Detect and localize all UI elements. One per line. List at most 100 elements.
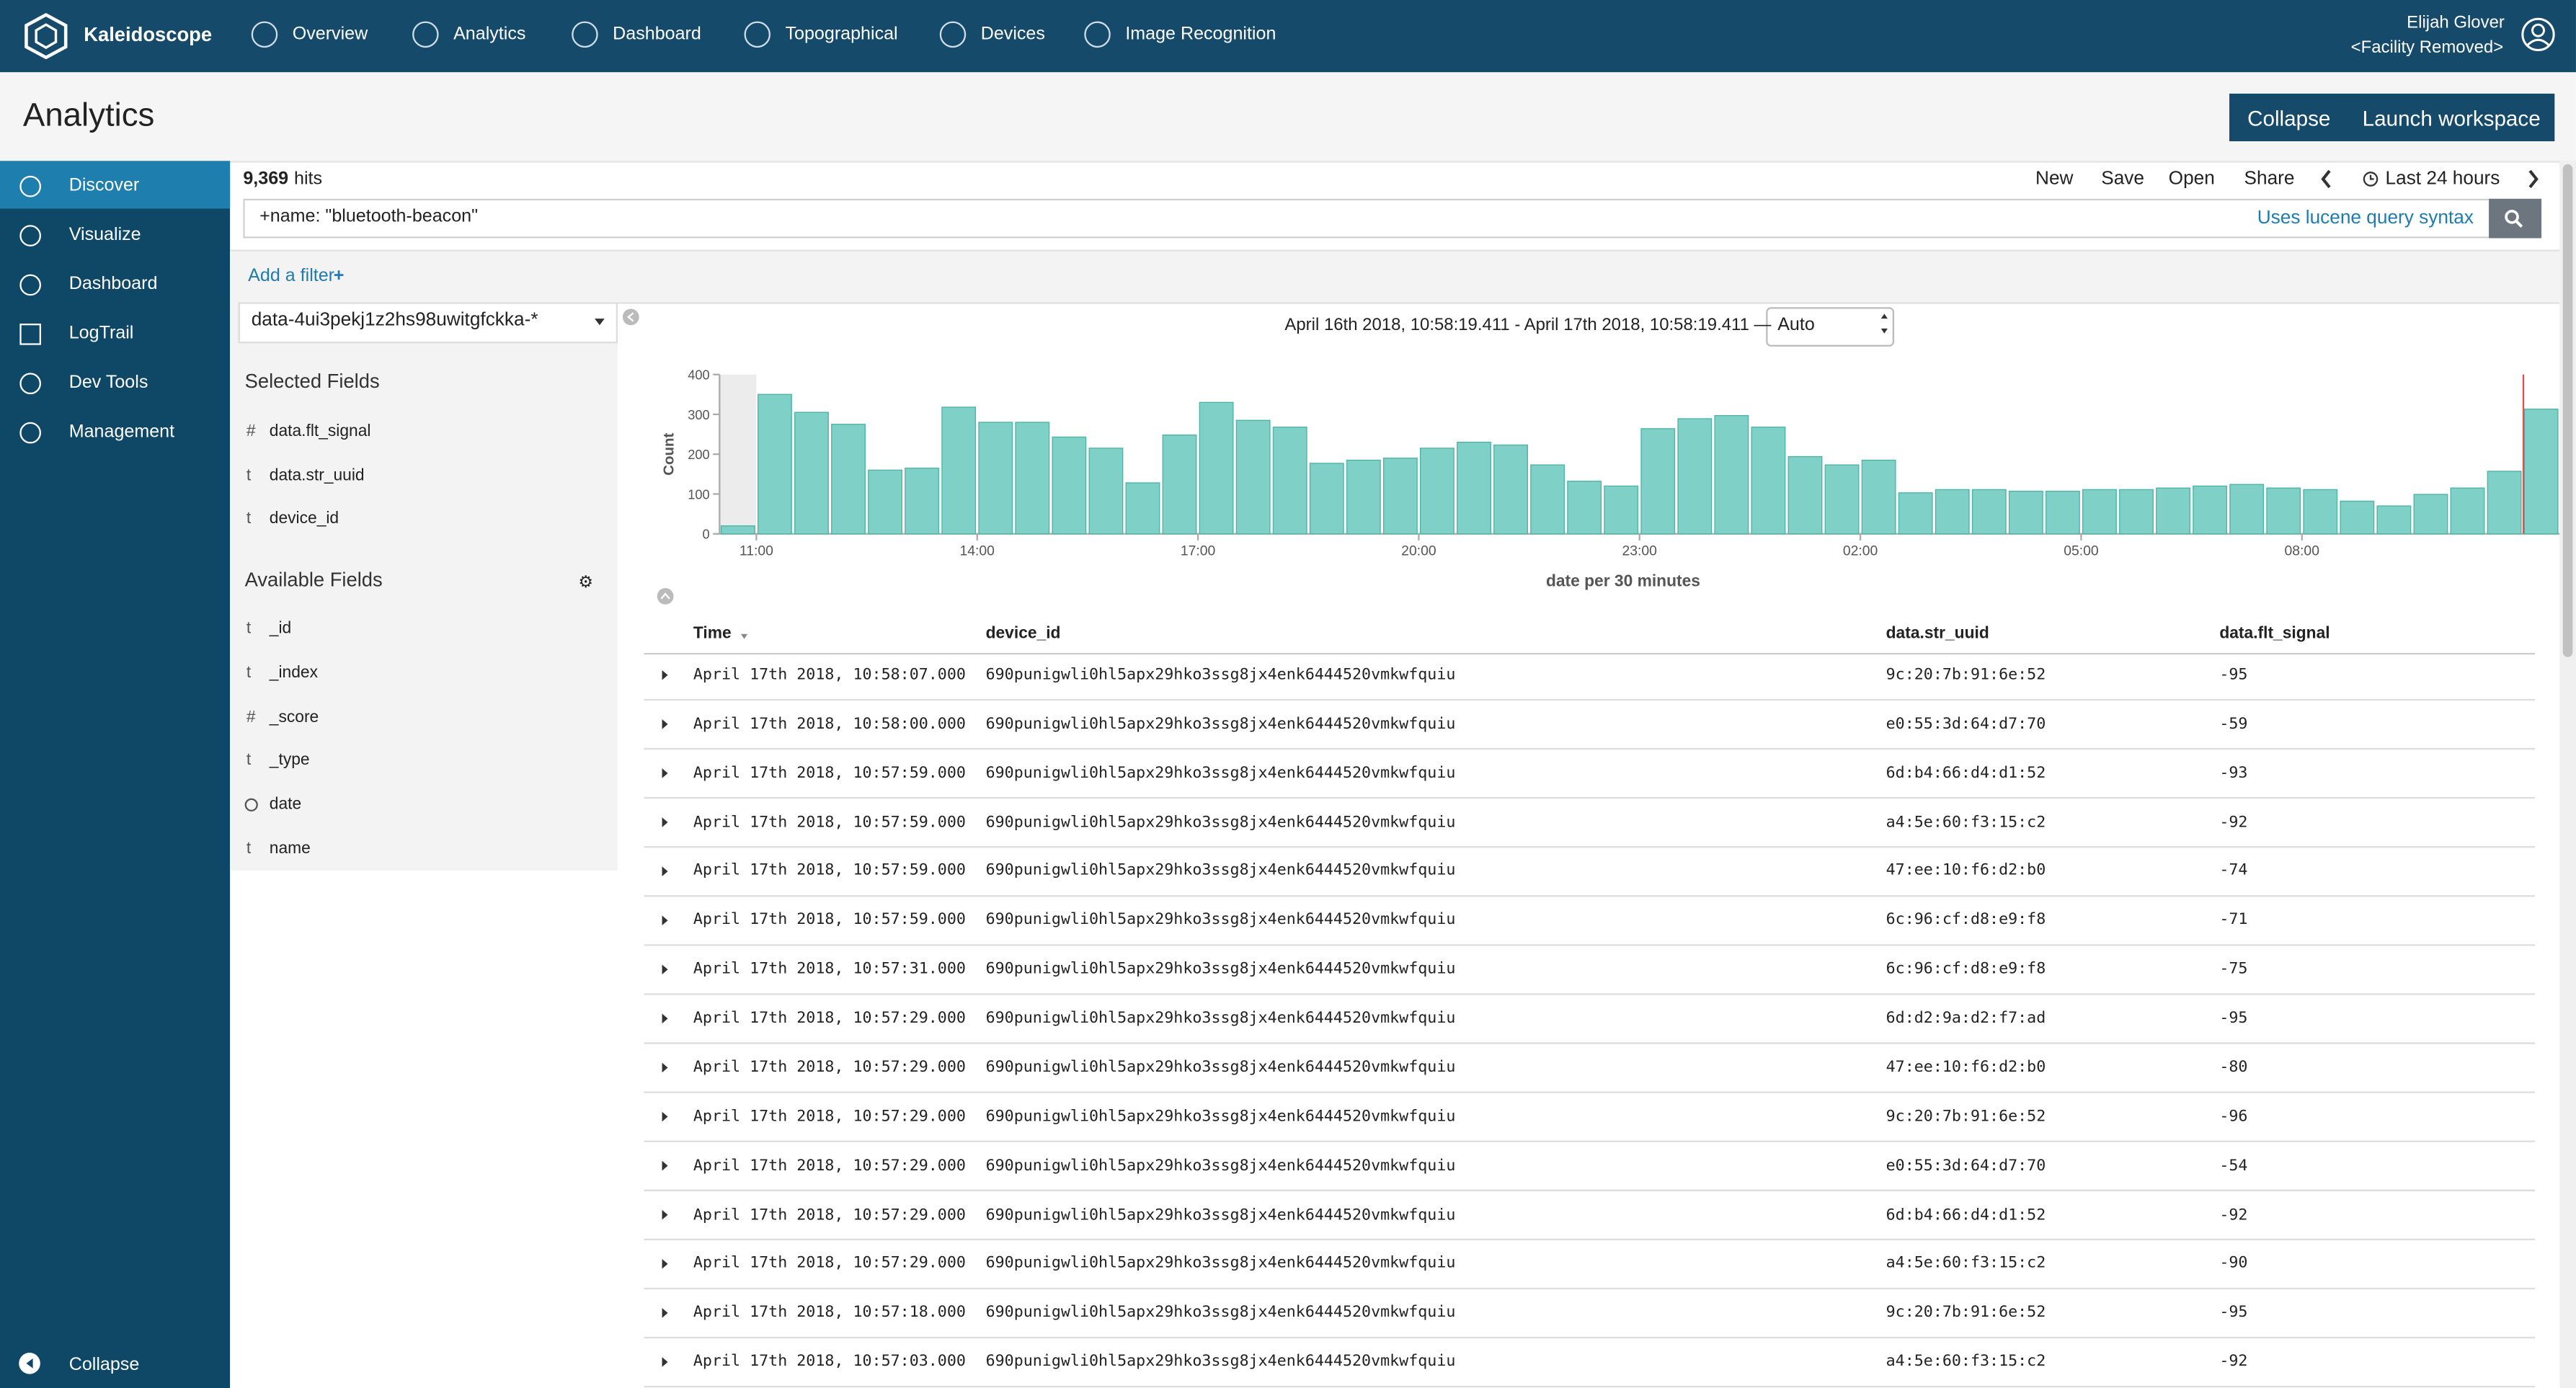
y-tick-label: 100 — [688, 486, 709, 502]
y-axis-label: Count — [661, 432, 678, 475]
header-button[interactable]: Launch workspace — [2362, 106, 2541, 131]
table-cell: 690punigwli0hl5apx29hko3ssg8jx4enk644452… — [985, 1255, 1456, 1273]
menu-item[interactable]: Open — [2168, 169, 2215, 190]
time-range[interactable]: Last 24 hours — [2385, 169, 2500, 190]
query-box[interactable] — [243, 198, 2491, 239]
expand-toggle — [662, 1111, 668, 1122]
table-cell: 6d:b4:66:d4:d1:52 — [1886, 764, 2046, 783]
query-text[interactable]: +name: "bluetooth-beacon" — [259, 207, 479, 227]
nav-item[interactable]: Overview — [292, 25, 368, 45]
bar — [1971, 489, 2007, 535]
x-tick-label: 20:00 — [1401, 543, 1436, 559]
table-cell: a4:5e:60:f3:15:c2 — [1886, 1255, 2046, 1273]
settings-icon[interactable]: ⚙ — [578, 574, 593, 592]
sidebar-icon — [19, 274, 41, 296]
field-name[interactable]: _index — [269, 664, 318, 683]
x-tick-label: 08:00 — [2285, 543, 2320, 559]
y-tick-label: 400 — [688, 368, 709, 383]
nav-item[interactable]: Dashboard — [613, 25, 701, 45]
table-cell: April 17th 2018, 10:57:31.000 — [693, 960, 966, 979]
nav-item[interactable]: Topographical — [785, 25, 898, 45]
bar — [1015, 422, 1050, 535]
bar — [1824, 464, 1860, 535]
bar — [2229, 484, 2265, 535]
nav-item[interactable]: Image Recognition — [1125, 25, 1276, 45]
interval[interactable]: Auto — [1777, 315, 1815, 335]
menu-item[interactable]: New — [2035, 169, 2074, 190]
sidebar-item[interactable]: Dev Tools — [68, 373, 148, 393]
field-name[interactable]: _score — [269, 708, 319, 727]
nav-icon — [412, 21, 439, 48]
table-cell: -80 — [2219, 1058, 2248, 1077]
field-type: t — [246, 751, 252, 770]
table-cell: 690punigwli0hl5apx29hko3ssg8jx4enk644452… — [985, 1009, 1456, 1028]
table-cell: e0:55:3d:64:d7:70 — [1886, 1157, 2046, 1175]
bar — [2523, 409, 2559, 535]
table-cell: 6d:d2:9a:d2:f7:ad — [1886, 1009, 2046, 1028]
field-name[interactable]: device_id — [269, 510, 339, 528]
add-filter[interactable]: Add a filter — [248, 266, 335, 286]
search-button[interactable] — [2489, 198, 2542, 239]
field-type: # — [246, 708, 256, 727]
table-cell: -75 — [2219, 960, 2248, 979]
menu-item[interactable]: Save — [2101, 169, 2144, 190]
field-name[interactable]: data.str_uuid — [269, 467, 365, 486]
table-cell: 9c:20:7b:91:6e:52 — [1886, 666, 2046, 685]
bar — [905, 467, 940, 535]
field-name[interactable]: data.flt_signal — [269, 422, 371, 441]
table-cell: -71 — [2219, 911, 2248, 930]
bar — [2450, 487, 2485, 535]
table-cell: e0:55:3d:64:d7:70 — [1886, 715, 2046, 734]
header-button[interactable]: Collapse — [2247, 106, 2331, 131]
field-name[interactable]: _type — [269, 751, 310, 770]
bar — [941, 406, 977, 535]
table-cell: 690punigwli0hl5apx29hko3ssg8jx4enk644452… — [985, 911, 1456, 930]
expand-toggle — [662, 1209, 668, 1220]
search-icon — [2505, 210, 2523, 228]
nav-item[interactable]: Devices — [980, 25, 1045, 45]
table-cell: a4:5e:60:f3:15:c2 — [1886, 1353, 2046, 1371]
field-name[interactable]: date — [269, 796, 302, 814]
field-name[interactable]: _id — [269, 620, 292, 639]
table-cell: 47:ee:10:f6:d2:b0 — [1886, 862, 2046, 881]
table-cell: 690punigwli0hl5apx29hko3ssg8jx4enk644452… — [985, 1107, 1456, 1126]
table-cell: -90 — [2219, 1255, 2248, 1273]
bar — [2045, 490, 2080, 535]
sidebar-item[interactable]: Management — [68, 422, 175, 442]
sidebar-item[interactable]: Visualize — [68, 225, 141, 245]
nav-item[interactable]: Analytics — [453, 25, 526, 45]
header-buttons-bg — [2229, 93, 2555, 142]
index-select[interactable] — [238, 302, 618, 344]
table-cell: -96 — [2219, 1107, 2248, 1126]
expand-toggle — [662, 669, 668, 680]
query-hint[interactable]: Uses lucene query syntax — [2257, 208, 2474, 228]
table-cell: April 17th 2018, 10:58:07.000 — [693, 666, 966, 685]
bar — [1677, 418, 1713, 535]
field-name[interactable]: name — [269, 840, 311, 858]
expand-toggle — [662, 964, 668, 975]
table-cell: 9c:20:7b:91:6e:52 — [1886, 1304, 2046, 1322]
interval-select[interactable] — [1766, 307, 1895, 347]
logo — [25, 13, 68, 60]
table-cell: 690punigwli0hl5apx29hko3ssg8jx4enk644452… — [985, 1206, 1456, 1224]
sidebar-item[interactable]: Discover — [68, 175, 140, 196]
user-facility: <Facility Removed> — [2350, 37, 2504, 58]
bar — [1457, 441, 1491, 535]
index-pattern[interactable]: data-4ui3pekj1z2hs98uwitgfckka-* — [251, 310, 538, 331]
column-header[interactable]: Time — [693, 625, 732, 644]
sidebar-item[interactable]: Dashboard — [68, 274, 158, 294]
expand-toggle — [662, 1062, 668, 1073]
x-tick-label: 23:00 — [1622, 543, 1658, 559]
bar — [1640, 428, 1676, 535]
bar — [1346, 459, 1381, 535]
column-header: device_id — [985, 625, 1061, 644]
sidebar-icon — [19, 422, 41, 444]
table-cell: April 17th 2018, 10:57:29.000 — [693, 1058, 966, 1077]
sidebar-collapse[interactable]: Collapse — [68, 1355, 140, 1375]
menu-item[interactable]: Share — [2244, 169, 2295, 190]
brand: Kaleidoscope — [84, 22, 213, 46]
user-name: Elijah Glover — [2407, 13, 2505, 33]
bar — [1751, 426, 1786, 535]
sidebar-item[interactable]: LogTrail — [68, 324, 134, 344]
